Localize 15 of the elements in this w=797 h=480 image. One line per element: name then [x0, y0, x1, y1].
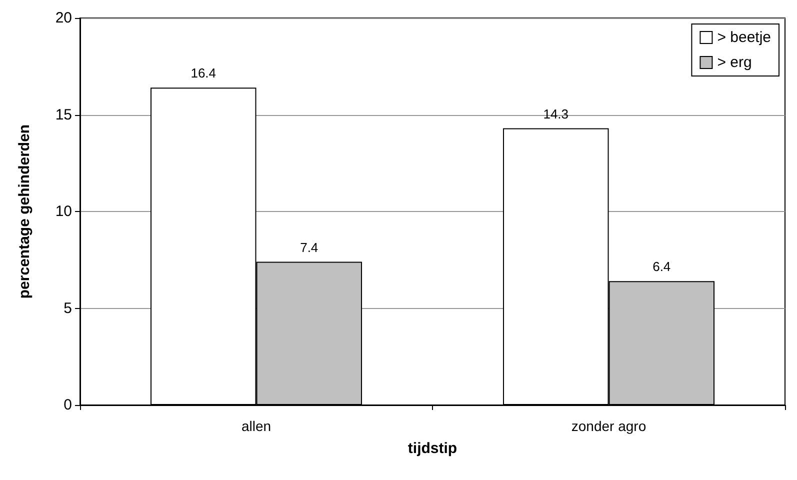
y-tick-label: 0 — [64, 396, 72, 414]
y-tick-label: 20 — [55, 10, 72, 26]
y-tick-label: 15 — [55, 106, 72, 124]
x-tick-label: zonder agro — [571, 418, 646, 434]
y-tick-label: 10 — [55, 203, 72, 220]
data-label: 7.4 — [300, 240, 318, 255]
y-axis-title: percentage gehinderden — [16, 124, 33, 299]
data-label: 6.4 — [652, 259, 671, 274]
data-label: 14.3 — [543, 106, 569, 122]
y-tick-label: 5 — [64, 300, 72, 317]
x-tick-label: allen — [241, 418, 272, 434]
x-axis-title: tijdstip — [408, 440, 458, 457]
legend-label: > beetje — [717, 29, 771, 46]
legend-label: > erg — [717, 54, 752, 71]
data-label: 16.4 — [190, 66, 216, 81]
